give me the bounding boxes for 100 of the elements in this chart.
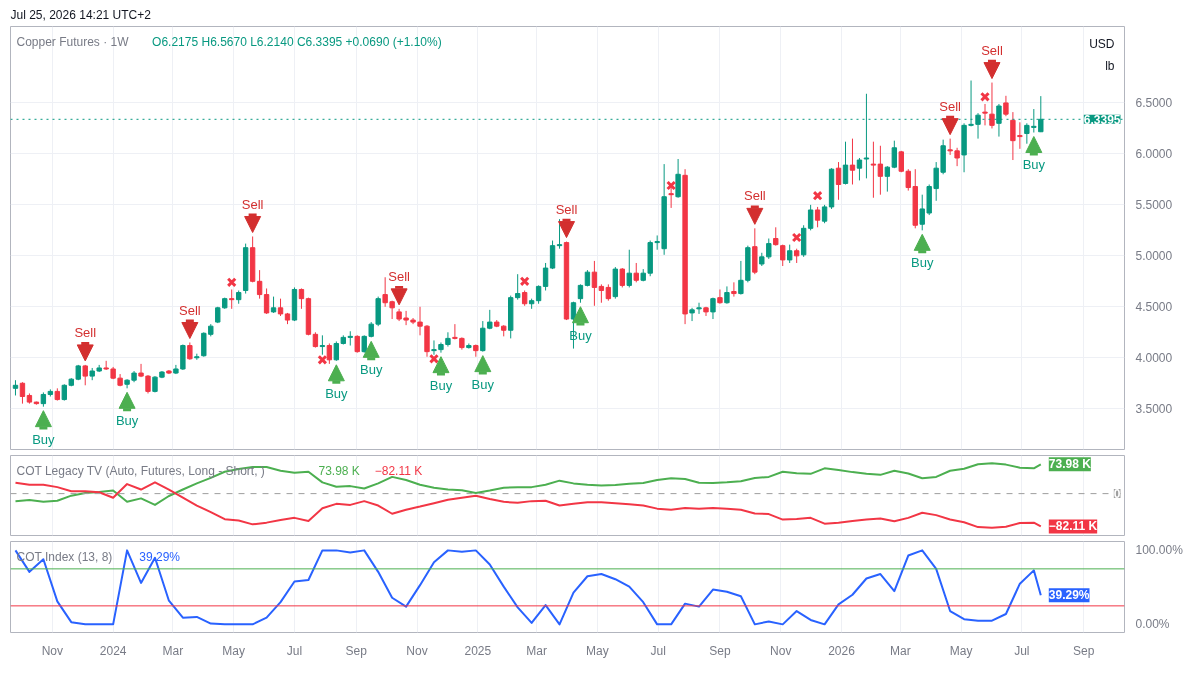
x-tick-label: 2026 xyxy=(828,643,856,658)
candlestick xyxy=(556,218,563,250)
annotation: USD xyxy=(1089,36,1115,51)
candlestick xyxy=(835,161,842,201)
candlestick xyxy=(626,249,632,288)
candlestick xyxy=(821,204,828,224)
x-tick-label: Jul xyxy=(650,643,666,658)
annotation: 39.29% xyxy=(1048,588,1090,603)
point xyxy=(226,277,237,288)
candlestick xyxy=(577,283,584,304)
point xyxy=(317,354,328,365)
candlestick xyxy=(814,206,821,228)
candlestick xyxy=(856,157,863,181)
x-tick-label: Sep xyxy=(709,643,731,658)
candlestick xyxy=(954,147,960,167)
y-tick-label: 4.5000 xyxy=(1135,300,1173,315)
annotation: Sell xyxy=(179,302,201,318)
candlestick xyxy=(891,140,898,169)
x-tick-label: Mar xyxy=(889,643,911,658)
annotation: Buy xyxy=(1022,157,1046,173)
candlestick xyxy=(229,288,235,310)
candlestick xyxy=(514,273,521,301)
annotation: Sell xyxy=(555,201,578,217)
x-tick-label: Sep xyxy=(1072,643,1095,658)
text: Copper Futures · 1W xyxy=(16,34,130,49)
annotation: Buy xyxy=(471,376,495,392)
ref-line-label: 6.3395 xyxy=(1083,112,1121,127)
annotation: 73.98 K xyxy=(318,463,360,478)
annotation: Sell xyxy=(743,188,766,204)
x-tick-label: 2024 xyxy=(99,643,127,658)
candlestick xyxy=(877,145,884,196)
y-tick-label: 6.5000 xyxy=(1135,96,1173,111)
text: Jul 25, 2026 14:21 UTC+2 xyxy=(10,7,152,22)
y-tick-label: 3.5000 xyxy=(1135,402,1173,417)
candlestick xyxy=(542,262,549,291)
annotation: Buy xyxy=(429,377,453,393)
annotation: Sell xyxy=(241,196,264,212)
candlestick xyxy=(689,307,695,322)
candlestick xyxy=(842,141,849,185)
point xyxy=(791,232,802,243)
candlestick xyxy=(849,138,856,185)
candlestick xyxy=(947,138,953,156)
annotation: Buy xyxy=(911,255,934,271)
candlestick xyxy=(989,82,995,129)
point xyxy=(428,353,440,364)
x-tick-label: Jul xyxy=(1014,643,1030,658)
annotation: −82.11 K xyxy=(1048,519,1098,534)
candlestick xyxy=(773,226,779,247)
x-tick-label: May xyxy=(949,643,973,658)
candlestick xyxy=(347,330,353,347)
candlestick xyxy=(619,267,625,288)
point xyxy=(979,91,991,102)
annotation: Buy xyxy=(32,431,56,447)
x-tick-label: May xyxy=(586,643,609,658)
y-tick-label: 100.00% xyxy=(1135,543,1184,558)
annotation: 73.98 K xyxy=(1048,457,1092,472)
candlestick xyxy=(766,238,772,260)
candlestick xyxy=(591,260,598,307)
annotation: 39.29% xyxy=(139,549,181,564)
candlestick xyxy=(1003,95,1009,117)
x-tick-label: Mar xyxy=(162,643,184,658)
candlestick xyxy=(145,374,151,394)
candlestick xyxy=(717,288,723,305)
candlestick xyxy=(696,302,702,315)
y-tick-label: 0.00% xyxy=(1135,617,1170,632)
annotation: Sell xyxy=(388,268,411,284)
ref-line-label: 0 xyxy=(1113,487,1121,502)
candlestick xyxy=(884,165,891,193)
candlestick xyxy=(256,269,263,300)
candlestick xyxy=(466,343,472,350)
x-tick-label: Nov xyxy=(41,643,64,658)
x-tick-label: May xyxy=(222,643,246,658)
candlestick xyxy=(982,103,988,126)
candlestick xyxy=(138,363,144,378)
x-tick-label: Nov xyxy=(770,643,792,658)
annotation: Buy xyxy=(325,385,349,401)
candlestick xyxy=(535,284,542,305)
candlestick xyxy=(870,141,877,199)
candlestick xyxy=(298,287,305,310)
candlestick xyxy=(598,283,605,304)
y-tick-label: 5.0000 xyxy=(1135,249,1173,264)
annotation: Sell xyxy=(74,325,97,341)
candlestick xyxy=(787,244,793,264)
text: O6.2175 H6.5670 L6.2140 C6.3395 +0.0690 (+1.10%) xyxy=(152,34,442,49)
candlestick xyxy=(731,281,737,298)
x-tick-label: Mar xyxy=(526,643,547,658)
x-tick-label: Sep xyxy=(345,643,368,658)
annotation: lb xyxy=(1105,58,1115,73)
x-tick-label: Nov xyxy=(406,643,428,658)
x-tick-label: Jul xyxy=(286,643,303,658)
candlestick xyxy=(675,158,681,199)
annotation: Sell xyxy=(939,98,962,114)
line-series xyxy=(14,549,1042,626)
annotation: Buy xyxy=(360,362,383,378)
annotation: Buy xyxy=(115,413,139,429)
point xyxy=(812,190,823,201)
candlestick xyxy=(633,262,639,283)
y-tick-label: 6.0000 xyxy=(1135,147,1173,162)
y-tick-label: 5.5000 xyxy=(1135,198,1173,213)
candlestick xyxy=(19,381,26,405)
